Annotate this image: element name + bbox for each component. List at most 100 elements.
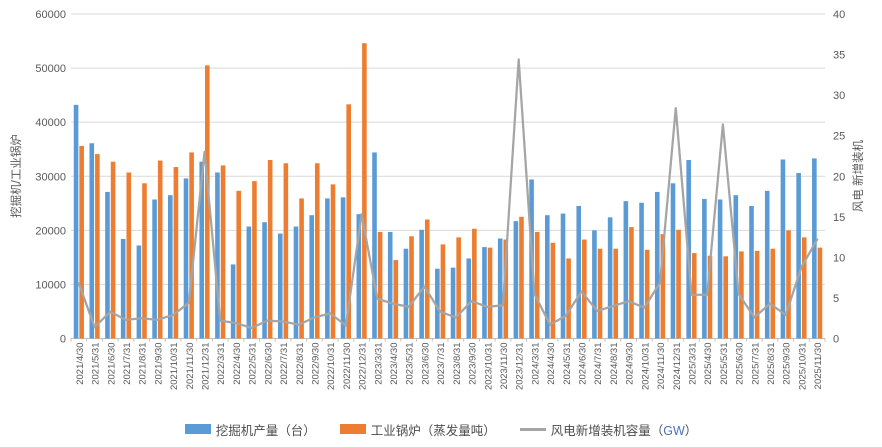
boiler-bar (314, 163, 320, 339)
excavator-bar (764, 190, 770, 339)
boiler-bar (503, 239, 509, 339)
x-tick-label: 2025/10/31 (797, 343, 808, 391)
y-left-tick-label: 20000 (35, 225, 66, 237)
boiler-bar (205, 65, 210, 339)
excavator-bar (607, 217, 613, 339)
excavator-bar (702, 198, 707, 339)
excavator-bar (136, 245, 142, 339)
excavator-bar (654, 191, 660, 339)
y-left-tick-label: 10000 (35, 279, 66, 291)
excavator-bars (73, 104, 817, 339)
boiler-bar (770, 248, 776, 339)
boiler-bar (220, 165, 226, 339)
y-axis-right: 0 5 10 15 20 25 30 35 40 (833, 9, 845, 346)
x-tick-label: 2023/5/31 (405, 343, 416, 385)
boiler-bar (377, 231, 383, 339)
y-right-tick-label: 15 (833, 212, 845, 224)
excavator-bar (120, 238, 126, 339)
boiler-bar (644, 249, 650, 339)
x-tick-label: 2024/12/31 (672, 343, 683, 391)
x-tick-label: 2025/3/31 (687, 343, 698, 385)
boiler-legend-label: 工业锅炉（蒸发量吨） (370, 423, 496, 438)
y-left-tick-label: 50000 (35, 63, 66, 75)
x-tick-label: 2024/4/30 (546, 343, 557, 385)
excavator-bar (545, 215, 550, 339)
excavator-bar (419, 229, 424, 339)
boiler-bar (519, 216, 524, 339)
x-tick-label: 2022/8/31 (295, 343, 306, 385)
x-tick-label: 2023/4/30 (389, 343, 400, 385)
y-right-tick-label: 40 (833, 9, 845, 21)
boiler-bar (267, 160, 273, 339)
y-left-tick-label: 40000 (35, 117, 66, 129)
excavator-bar (513, 221, 519, 339)
excavator-bar (450, 267, 456, 339)
x-tick-label: 2023/7/31 (436, 343, 447, 385)
boiler-bar (550, 242, 556, 339)
excavator-bar (230, 264, 236, 339)
excavator-bar (152, 199, 157, 339)
boiler-bar (346, 104, 351, 339)
excavator-bar (435, 268, 440, 339)
boiler-bar (173, 167, 179, 339)
boiler-bar (472, 228, 477, 339)
boiler-bar (629, 227, 634, 339)
x-tick-label: 2025/7/31 (750, 343, 761, 385)
right-axis-title: 风电 新增装机 (851, 139, 865, 212)
x-tick-label: 2022/10/31 (326, 343, 337, 391)
boiler-bar (393, 260, 399, 339)
x-tick-label: 2024/8/31 (609, 343, 620, 385)
x-tick-label: 2022/12/31 (358, 343, 369, 391)
wind-line-path (77, 58, 819, 330)
excavator-bar (183, 178, 189, 339)
y-left-tick-label: 60000 (35, 9, 66, 21)
x-tick-label: 2021/8/31 (138, 343, 149, 385)
y-right-tick-label: 25 (833, 131, 845, 143)
excavator-bar (215, 172, 220, 339)
boiler-bar (79, 145, 84, 339)
boiler-legend-swatch (339, 424, 366, 434)
y-right-tick-label: 5 (833, 293, 839, 305)
excavator-bar (780, 159, 786, 339)
excavator-bar (482, 247, 487, 339)
x-tick-label: 2025/8/31 (766, 343, 777, 385)
excavator-bar (796, 173, 801, 339)
boiler-bar (582, 239, 587, 339)
boiler-bar (597, 248, 603, 339)
boiler-bar (157, 160, 163, 339)
x-axis: 2021/4/30 2021/5/31 2021/6/30 2021/7/31 2021… (70, 338, 826, 391)
x-tick-label: 2022/5/31 (248, 343, 259, 385)
x-tick-label: 2023/6/30 (420, 343, 431, 385)
boiler-bar (330, 184, 336, 339)
excavator-legend-swatch (184, 424, 211, 434)
x-tick-label: 2022/6/30 (263, 343, 274, 385)
x-tick-label: 2021/9/30 (153, 343, 164, 385)
excavator-bar (325, 198, 330, 339)
x-tick-label: 2021/5/31 (91, 343, 102, 385)
boiler-bar (95, 154, 100, 339)
excavator-bar (749, 205, 754, 339)
x-tick-label: 2021/10/31 (169, 343, 180, 391)
excavator-bar (670, 183, 676, 339)
excavator-bar (262, 222, 267, 339)
left-axis-title: 挖掘机/工业锅炉 (9, 134, 23, 218)
excavator-bar (356, 214, 362, 339)
excavator-bar (277, 233, 283, 339)
x-tick-label: 2023/3/31 (373, 343, 384, 385)
x-tick-label: 2021/12/31 (201, 343, 212, 391)
legend-item-wind: 风电新增装机容量（GW） (519, 420, 697, 439)
excavator-bar (309, 215, 314, 339)
boiler-bar (786, 230, 791, 339)
excavator-bar (592, 230, 597, 339)
x-tick-label: 2025/5/31 (719, 343, 730, 385)
x-tick-label: 2025/9/30 (782, 343, 793, 385)
excavator-bar (293, 226, 299, 339)
x-tick-label: 2022/3/31 (216, 343, 227, 385)
excavator-bar (387, 231, 393, 339)
excavator-bar (576, 205, 582, 339)
y-right-tick-label: 35 (833, 50, 845, 62)
wind-legend-swatch (519, 427, 546, 431)
chart-plot: 0 10000 20000 30000 40000 50000 60000 0 5 10 15 20… (9, 9, 865, 391)
excavator-bar (466, 258, 472, 339)
boiler-bar (613, 248, 619, 339)
